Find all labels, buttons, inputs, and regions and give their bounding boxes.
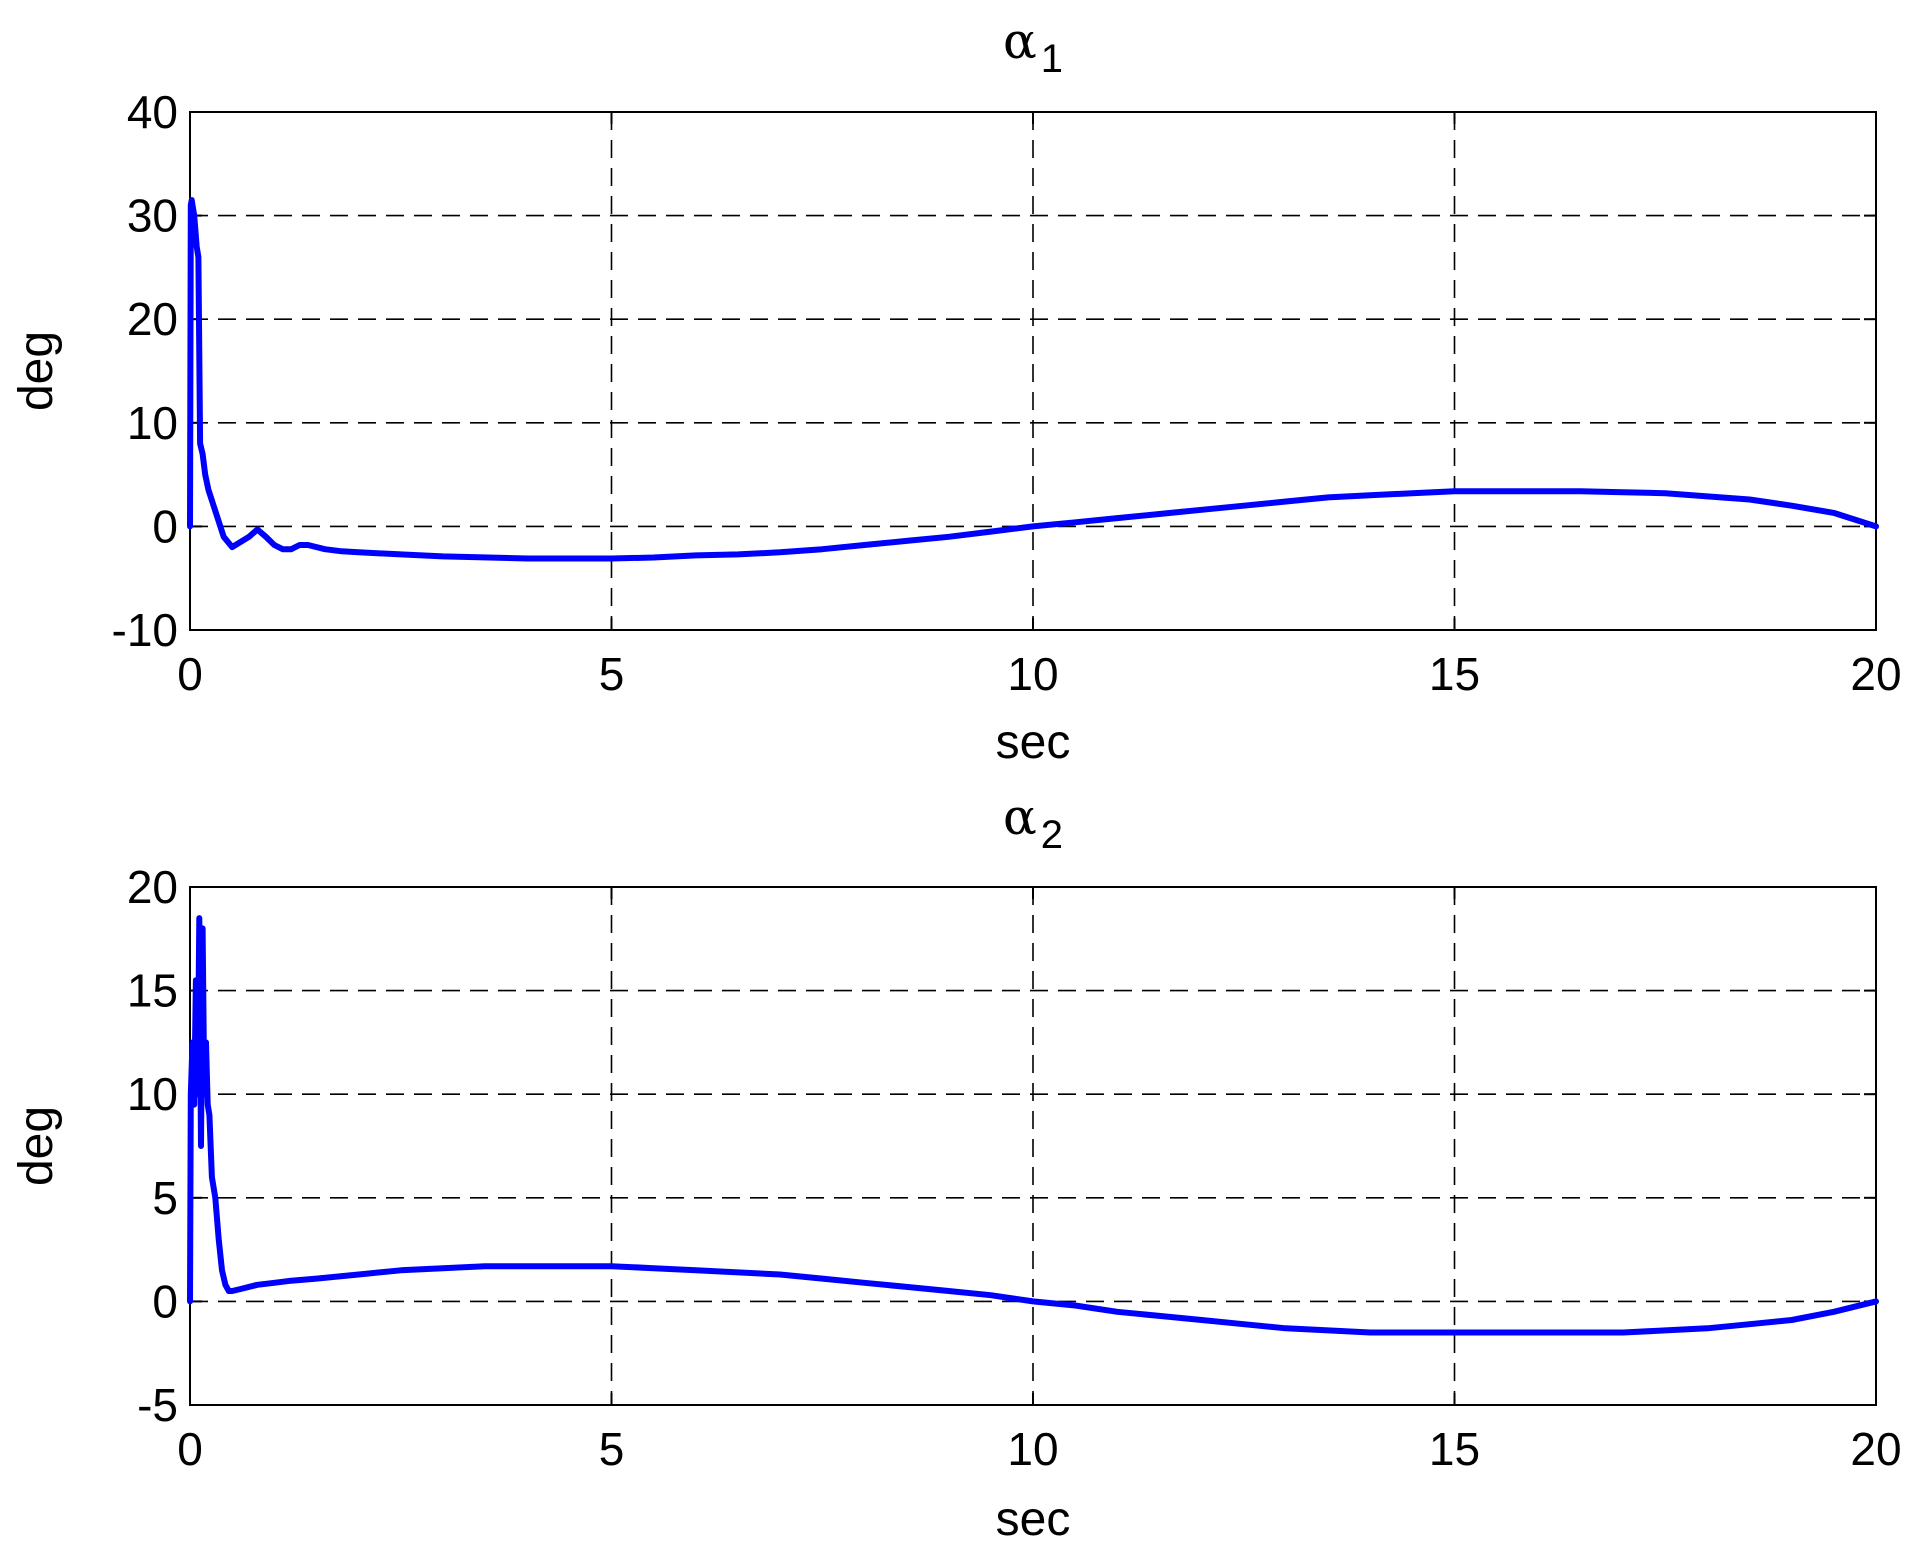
chart-1-title-subscript: 2 <box>1041 813 1063 857</box>
chart-0-ytick-label: 40 <box>127 86 178 138</box>
chart-0-xtick-label: 15 <box>1429 648 1480 700</box>
chart-0-ytick-label: 30 <box>127 190 178 242</box>
chart-0-xaxis-label: sec <box>996 716 1071 769</box>
chart-1-xtick-label: 10 <box>1007 1423 1058 1475</box>
chart-0-ytick-label: 0 <box>152 500 178 552</box>
chart-1-ytick-label: 5 <box>152 1172 178 1224</box>
chart-0-ytick-label: 20 <box>127 293 178 345</box>
chart-0-xtick-label: 0 <box>177 648 203 700</box>
chart-0-xtick-label: 10 <box>1007 648 1058 700</box>
chart-1-title-symbol: α <box>1003 788 1037 846</box>
chart-1-ytick-label: 15 <box>127 965 178 1017</box>
chart-1-yaxis-label: deg <box>10 1106 63 1186</box>
chart-1-ytick-label: 20 <box>127 861 178 913</box>
chart-1-xtick-label: 15 <box>1429 1423 1480 1475</box>
chart-1-xtick-label: 20 <box>1850 1423 1901 1475</box>
chart-0-xtick-label: 20 <box>1850 648 1901 700</box>
chart-1-xtick-label: 5 <box>599 1423 625 1475</box>
chart-1-ytick-label: 10 <box>127 1068 178 1120</box>
chart-0-yaxis-label: deg <box>10 331 63 411</box>
chart-0-ytick-label: 10 <box>127 397 178 449</box>
chart-0-title-subscript: 1 <box>1041 37 1063 81</box>
chart-1-xaxis-label: sec <box>996 1493 1071 1546</box>
chart-1-ytick-label: 0 <box>152 1275 178 1327</box>
chart-0-title-symbol: α <box>1003 12 1037 70</box>
chart-1-xtick-label: 0 <box>177 1423 203 1475</box>
chart-0-series-line <box>187 197 1879 562</box>
chart-0-xtick-label: 5 <box>599 648 625 700</box>
chart-0-ytick-label: -10 <box>112 604 178 656</box>
chart-1-ytick-label: -5 <box>137 1379 178 1431</box>
chart-1-series-line <box>187 915 1879 1336</box>
